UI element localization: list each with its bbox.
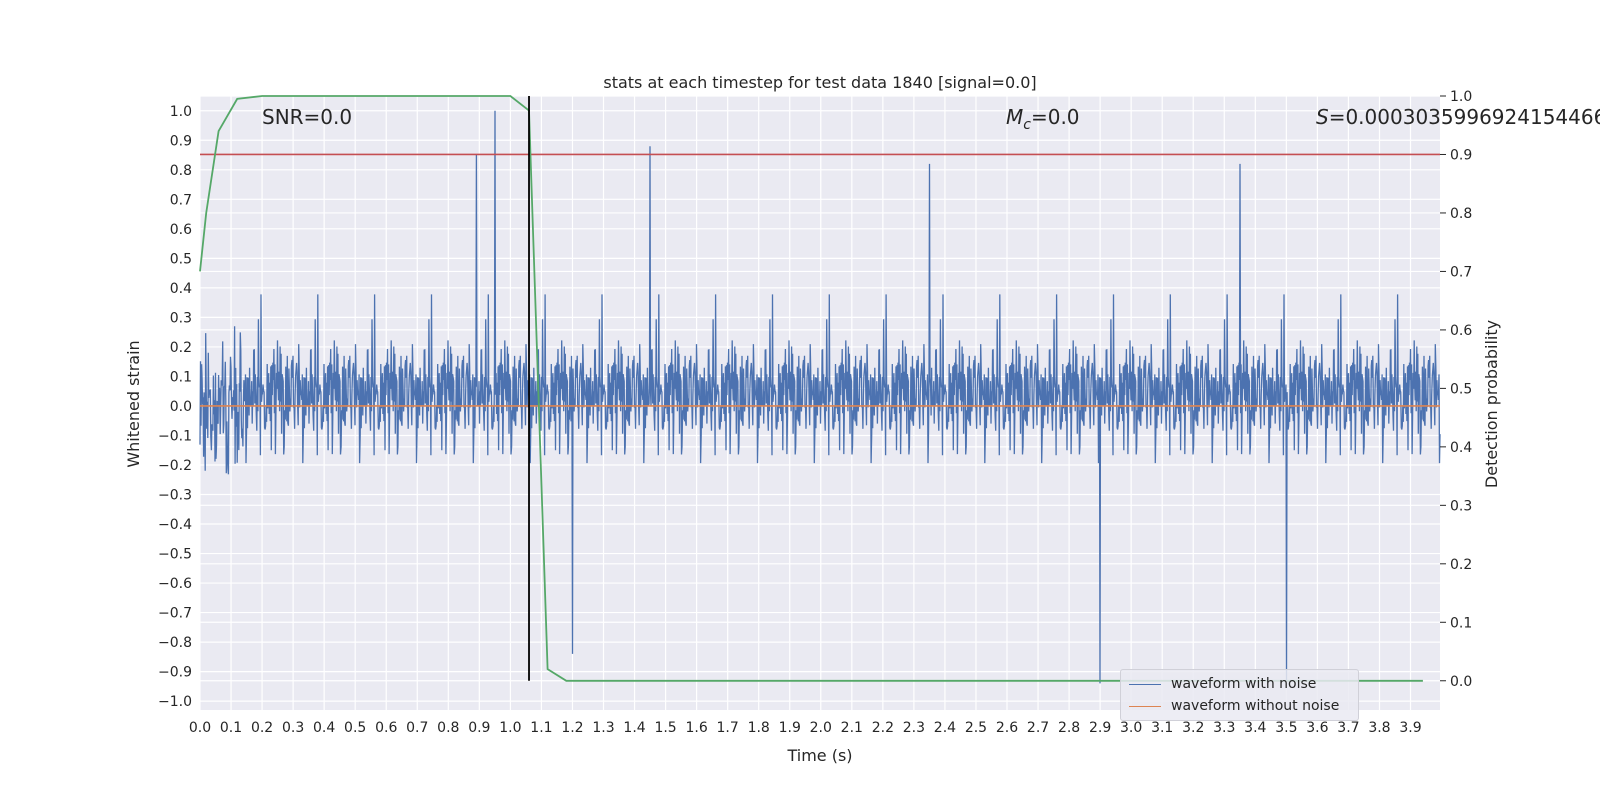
- y-tick-label: 0.1: [170, 369, 192, 385]
- y-tick-label: −1.0: [158, 694, 192, 710]
- y-right-tick-label: 0.5: [1450, 381, 1472, 397]
- x-tick-label: 1.1: [530, 720, 552, 736]
- x-tick-label: 0.7: [406, 720, 428, 736]
- x-tick-label: 1.9: [779, 720, 801, 736]
- x-tick-label: 1.7: [717, 720, 739, 736]
- x-tick-label: 1.3: [592, 720, 614, 736]
- x-tick-label: 3.6: [1306, 720, 1328, 736]
- y-tick-label: −0.5: [158, 547, 192, 563]
- x-tick-label: 2.9: [1089, 720, 1111, 736]
- y-tick-label: 0.0: [170, 399, 192, 415]
- x-tick-label: 0.0: [189, 720, 211, 736]
- legend-label-with-noise: waveform with noise: [1171, 676, 1317, 692]
- x-tick-label: 1.2: [561, 720, 583, 736]
- s-annotation: S=0.0003035996924154466: [1316, 105, 1600, 129]
- y-tick-label: 0.6: [170, 222, 192, 238]
- y-tick-label: 0.3: [170, 310, 192, 326]
- chirp-mass-subscript: c: [1023, 117, 1031, 133]
- y-tick-label: −0.6: [158, 576, 192, 592]
- x-tick-label: 2.1: [841, 720, 863, 736]
- x-tick-label: 3.8: [1368, 720, 1390, 736]
- y-tick-label: 0.9: [170, 133, 192, 149]
- x-tick-label: 0.6: [375, 720, 397, 736]
- x-tick-label: 3.4: [1244, 720, 1266, 736]
- y-axis-right-ticks: 1.0 0.9 0.8 0.7 0.6 0.5 0.4 0.3 0.2 0.1 0.0: [1440, 89, 1472, 690]
- y-right-tick-label: 0.9: [1450, 147, 1472, 163]
- y-tick-label: −0.8: [158, 635, 192, 651]
- snr-annotation: SNR=0.0: [262, 105, 352, 129]
- x-axis-label: Time (s): [786, 746, 852, 765]
- x-tick-label: 1.8: [748, 720, 770, 736]
- y-tick-label: −0.7: [158, 606, 192, 622]
- plot-area: [199, 95, 1441, 684]
- chart-title: stats at each timestep for test data 184…: [603, 73, 1036, 92]
- y-right-tick-label: 0.2: [1450, 557, 1472, 573]
- y-tick-label: −0.1: [158, 428, 192, 444]
- x-axis-ticks: 0.0 0.1 0.2 0.3 0.4 0.5 0.6 0.7 0.8 0.9 1.0 1.1 1.2 1…: [189, 720, 1422, 736]
- x-tick-label: 2.2: [872, 720, 894, 736]
- y-right-tick-label: 0.4: [1450, 440, 1472, 456]
- detection-probability-line: [199, 95, 1423, 682]
- x-tick-label: 2.8: [1058, 720, 1080, 736]
- y-right-tick-label: 0.8: [1450, 206, 1472, 222]
- x-tick-label: 1.6: [685, 720, 707, 736]
- y-tick-label: −0.9: [158, 665, 192, 681]
- waveform-with-noise-line: [199, 110, 1441, 684]
- x-tick-label: 0.2: [251, 720, 273, 736]
- x-tick-label: 2.7: [1027, 720, 1049, 736]
- x-tick-label: 3.1: [1151, 720, 1173, 736]
- y-right-tick-label: 0.3: [1450, 498, 1472, 514]
- x-tick-label: 3.3: [1213, 720, 1235, 736]
- x-tick-label: 3.5: [1275, 720, 1297, 736]
- y-tick-label: 1.0: [170, 104, 192, 120]
- y-tick-label: 0.7: [170, 192, 192, 208]
- legend-swatch-with-noise: [1129, 683, 1161, 685]
- y-tick-label: 0.8: [170, 163, 192, 179]
- y-right-tick-label: 0.1: [1450, 615, 1472, 631]
- x-tick-label: 0.4: [313, 720, 335, 736]
- legend-label-without-noise: waveform without noise: [1171, 698, 1340, 714]
- x-tick-label: 2.0: [810, 720, 832, 736]
- y-right-tick-label: 0.6: [1450, 323, 1472, 339]
- x-tick-label: 0.1: [220, 720, 242, 736]
- s-symbol: S: [1316, 105, 1329, 129]
- x-tick-label: 3.9: [1399, 720, 1421, 736]
- y-right-tick-label: 1.0: [1450, 89, 1472, 105]
- x-tick-label: 2.5: [965, 720, 987, 736]
- legend-item-without-noise: waveform without noise: [1129, 696, 1339, 716]
- x-tick-label: 2.6: [996, 720, 1018, 736]
- x-tick-label: 2.4: [934, 720, 956, 736]
- x-tick-label: 0.5: [344, 720, 366, 736]
- chirp-mass-symbol: M: [1006, 105, 1023, 129]
- y-axis-right-label: Detection probability: [1482, 320, 1501, 488]
- y-axis-ticks: 1.0 0.9 0.8 0.7 0.6 0.5 0.4 0.3 0.2 0.1 0.0 −0.1 −0.…: [158, 104, 192, 710]
- chirp-mass-annotation: Mc=0.0: [1006, 105, 1080, 133]
- x-tick-label: 3.2: [1182, 720, 1204, 736]
- x-tick-label: 2.3: [903, 720, 925, 736]
- x-tick-label: 0.8: [437, 720, 459, 736]
- y-right-tick-label: 0.0: [1450, 674, 1472, 690]
- x-tick-label: 0.3: [282, 720, 304, 736]
- x-tick-label: 3.7: [1337, 720, 1359, 736]
- x-tick-label: 0.9: [468, 720, 490, 736]
- y-axis-label: Whitened strain: [124, 340, 143, 467]
- y-right-tick-label: 0.7: [1450, 264, 1472, 280]
- y-tick-label: 0.2: [170, 340, 192, 356]
- chirp-mass-value: =0.0: [1031, 105, 1080, 129]
- y-tick-label: −0.4: [158, 517, 192, 533]
- y-tick-label: 0.5: [170, 251, 192, 267]
- y-tick-label: 0.4: [170, 281, 192, 297]
- x-tick-label: 1.5: [654, 720, 676, 736]
- x-tick-label: 1.0: [499, 720, 521, 736]
- legend: waveform with noise waveform without noi…: [1120, 669, 1359, 721]
- x-tick-label: 1.4: [623, 720, 645, 736]
- y-tick-label: −0.2: [158, 458, 192, 474]
- legend-item-with-noise: waveform with noise: [1129, 674, 1316, 694]
- legend-swatch-without-noise: [1129, 705, 1161, 707]
- s-value: =0.0003035996924154466: [1329, 105, 1600, 129]
- y-tick-label: −0.3: [158, 488, 192, 504]
- x-tick-label: 3.0: [1120, 720, 1142, 736]
